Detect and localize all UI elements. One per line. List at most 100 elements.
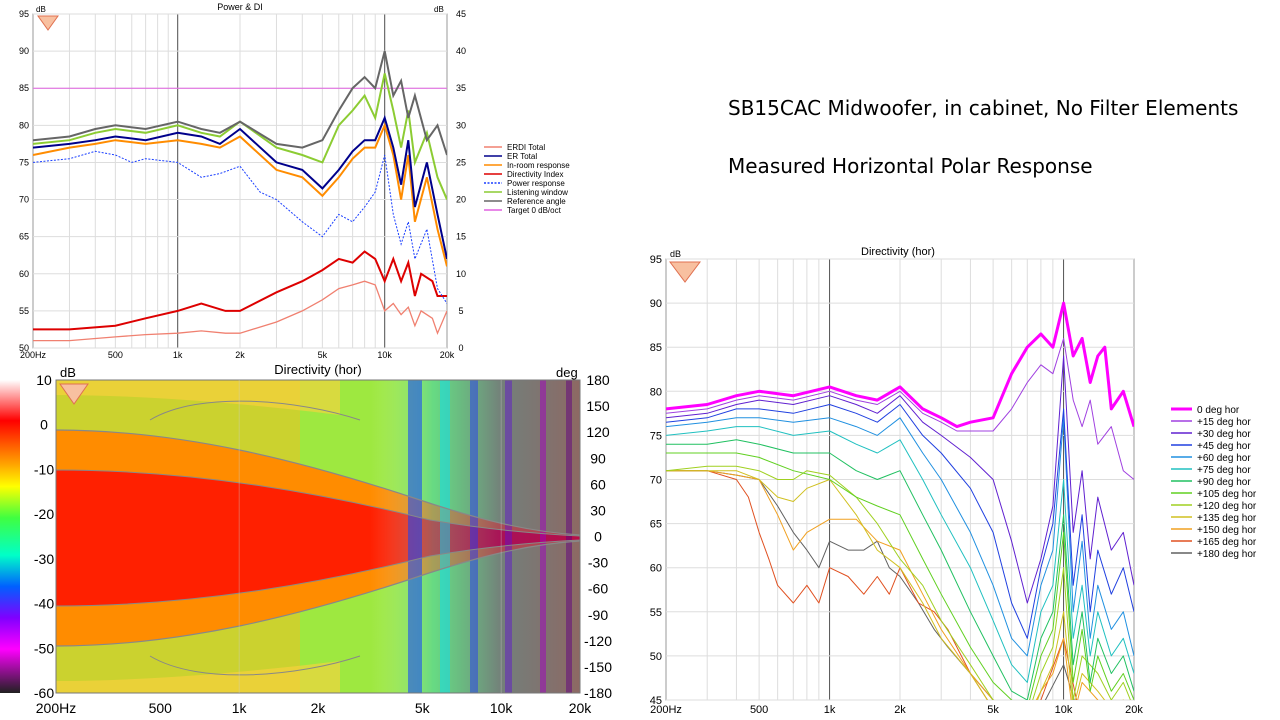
y-tick-label: 75 [19, 157, 29, 167]
y-tick-label: 80 [19, 120, 29, 130]
colorbar-tick-label: 10 [36, 372, 52, 388]
page-title: SB15CAC Midwoofer, in cabinet, No Filter… [728, 96, 1239, 120]
legend-label: +105 deg hor [1197, 489, 1257, 500]
polar-y-tick-label: 70 [650, 475, 662, 487]
heatmap-colorbar-label: dB [60, 365, 76, 380]
series--135-deg-hor [666, 470, 1124, 700]
x-tick-label: 500 [108, 350, 123, 360]
y-right-tick-label: 30 [456, 120, 466, 130]
directivity-heatmap: 200Hz 500 1k 2k 5k 10k 20k 180 150 120 90 60 30 0 -30 -… [0, 362, 612, 716]
polar-series [666, 301, 1134, 700]
legend-label: Reference angle [507, 197, 566, 206]
heatmap-angle-tick-label: 180 [586, 372, 610, 388]
heatmap-x-tick-label: 500 [149, 700, 173, 716]
heatmap-angle-tick-label: -60 [588, 581, 608, 597]
x-tick-label: 20k [440, 350, 455, 360]
legend-label: +135 deg hor [1197, 513, 1257, 524]
series-0-deg-hor [666, 301, 1134, 429]
y-tick-label: 90 [19, 46, 29, 56]
heatmap-x-tick-label: 5k [415, 700, 431, 716]
polar-y-tick-label: 80 [650, 386, 662, 398]
y-right-tick-label: 10 [456, 269, 466, 279]
series--180-deg-hor [666, 470, 1075, 700]
legend-label: +90 deg hor [1197, 477, 1251, 488]
power-di-ylabel-right: dB [434, 5, 444, 14]
heatmap-angle-tick-label: 60 [590, 476, 606, 492]
power-di-series [33, 50, 447, 342]
legend-label: ER Total [507, 152, 537, 161]
y-right-tick-label: 45 [456, 9, 466, 19]
colorbar-tick-label: -20 [34, 506, 54, 522]
heatmap-angle-label: deg [556, 365, 578, 380]
y-tick-label: 95 [19, 9, 29, 19]
legend-label: Directivity Index [507, 170, 563, 179]
x-tick-label: 5k [318, 350, 328, 360]
y-tick-label: 85 [19, 83, 29, 93]
polar-x-tick-label: 200Hz [650, 704, 682, 716]
power-di-title: Power & DI [217, 2, 263, 12]
x-tick-label: 200Hz [20, 350, 47, 360]
y-right-tick-label: 25 [456, 157, 466, 167]
series--90-deg-hor [666, 439, 1134, 700]
polar-y-tick-label: 55 [650, 607, 662, 619]
series-listening-window [33, 73, 447, 200]
polar-y-tick-label: 50 [650, 651, 662, 663]
heatmap-angle-tick-label: -150 [584, 659, 612, 675]
heatmap-angle-tick-label: -180 [584, 685, 612, 701]
colorbar-tick-label: 0 [40, 417, 48, 433]
heatmap-field [56, 380, 580, 693]
power-di-ticks: 200Hz 500 1k 2k 5k 10k 20k50556065707580859095… [19, 9, 466, 360]
legend-label: 0 deg hor [1197, 405, 1240, 416]
heatmap-x-tick-label: 2k [311, 700, 327, 716]
heatmap-angle-tick-label: 150 [586, 398, 610, 414]
series--120-deg-hor [666, 465, 1131, 700]
polar-x-tick-label: 2k [894, 704, 906, 716]
series--165-deg-hor [666, 470, 1078, 700]
legend-label: +15 deg hor [1197, 417, 1251, 428]
series--150-deg-hor [666, 470, 1099, 700]
series--15-deg-hor [666, 337, 1134, 480]
series--75-deg-hor [666, 426, 1134, 683]
polar-y-tick-label: 60 [650, 563, 662, 575]
x-tick-label: 1k [173, 350, 183, 360]
polar-y-tick-label: 45 [650, 695, 662, 707]
series-directivity-index [33, 250, 447, 331]
heatmap-angle-tick-label: -90 [588, 607, 608, 623]
polar-x-tick-label: 20k [1125, 704, 1143, 716]
colorbar-tick-label: -50 [34, 640, 54, 656]
x-tick-label: 10k [377, 350, 392, 360]
heatmap-title: Directivity (hor) [274, 362, 361, 377]
polar-y-tick-label: 95 [650, 254, 662, 266]
heatmap-x-tick-label: 20k [569, 700, 593, 716]
legend-label: +45 deg hor [1197, 441, 1251, 452]
polar-y-tick-label: 85 [650, 342, 662, 354]
power-di-ylabel-left: dB [36, 5, 46, 14]
legend-label: In-room response [507, 161, 570, 170]
logo-mark-heatmap [59, 383, 89, 405]
polar-y-tick-label: 65 [650, 519, 662, 531]
legend-label: +150 deg hor [1197, 525, 1257, 536]
y-right-tick-label: 40 [456, 46, 466, 56]
series-in-room-response [33, 122, 447, 267]
legend-label: +180 deg hor [1197, 549, 1257, 560]
y-tick-label: 60 [19, 269, 29, 279]
power-di-grid [33, 13, 447, 349]
heatmap-angle-tick-label: 30 [590, 502, 606, 518]
legend-label: Listening window [507, 188, 568, 197]
y-tick-label: 55 [19, 306, 29, 316]
colorbar-tick-label: -30 [34, 551, 54, 567]
polar-x-tick-label: 1k [824, 704, 836, 716]
legend-label: +30 deg hor [1197, 429, 1251, 440]
heatmap-x-tick-label: 10k [490, 700, 514, 716]
polar-title: Directivity (hor) [861, 246, 935, 258]
colorbar [0, 380, 20, 693]
y-tick-label: 50 [19, 343, 29, 353]
x-tick-label: 2k [235, 350, 245, 360]
legend-label: +165 deg hor [1197, 537, 1257, 548]
legend-label: Target 0 dB/oct [507, 206, 562, 215]
logo-mark-polar [669, 261, 701, 283]
series--45-deg-hor [666, 404, 1134, 639]
heatmap-angle-tick-label: -30 [588, 555, 608, 571]
heatmap-ticks: 200Hz 500 1k 2k 5k 10k 20k 180 150 120 90 60 30 0 -30 -… [34, 372, 612, 716]
